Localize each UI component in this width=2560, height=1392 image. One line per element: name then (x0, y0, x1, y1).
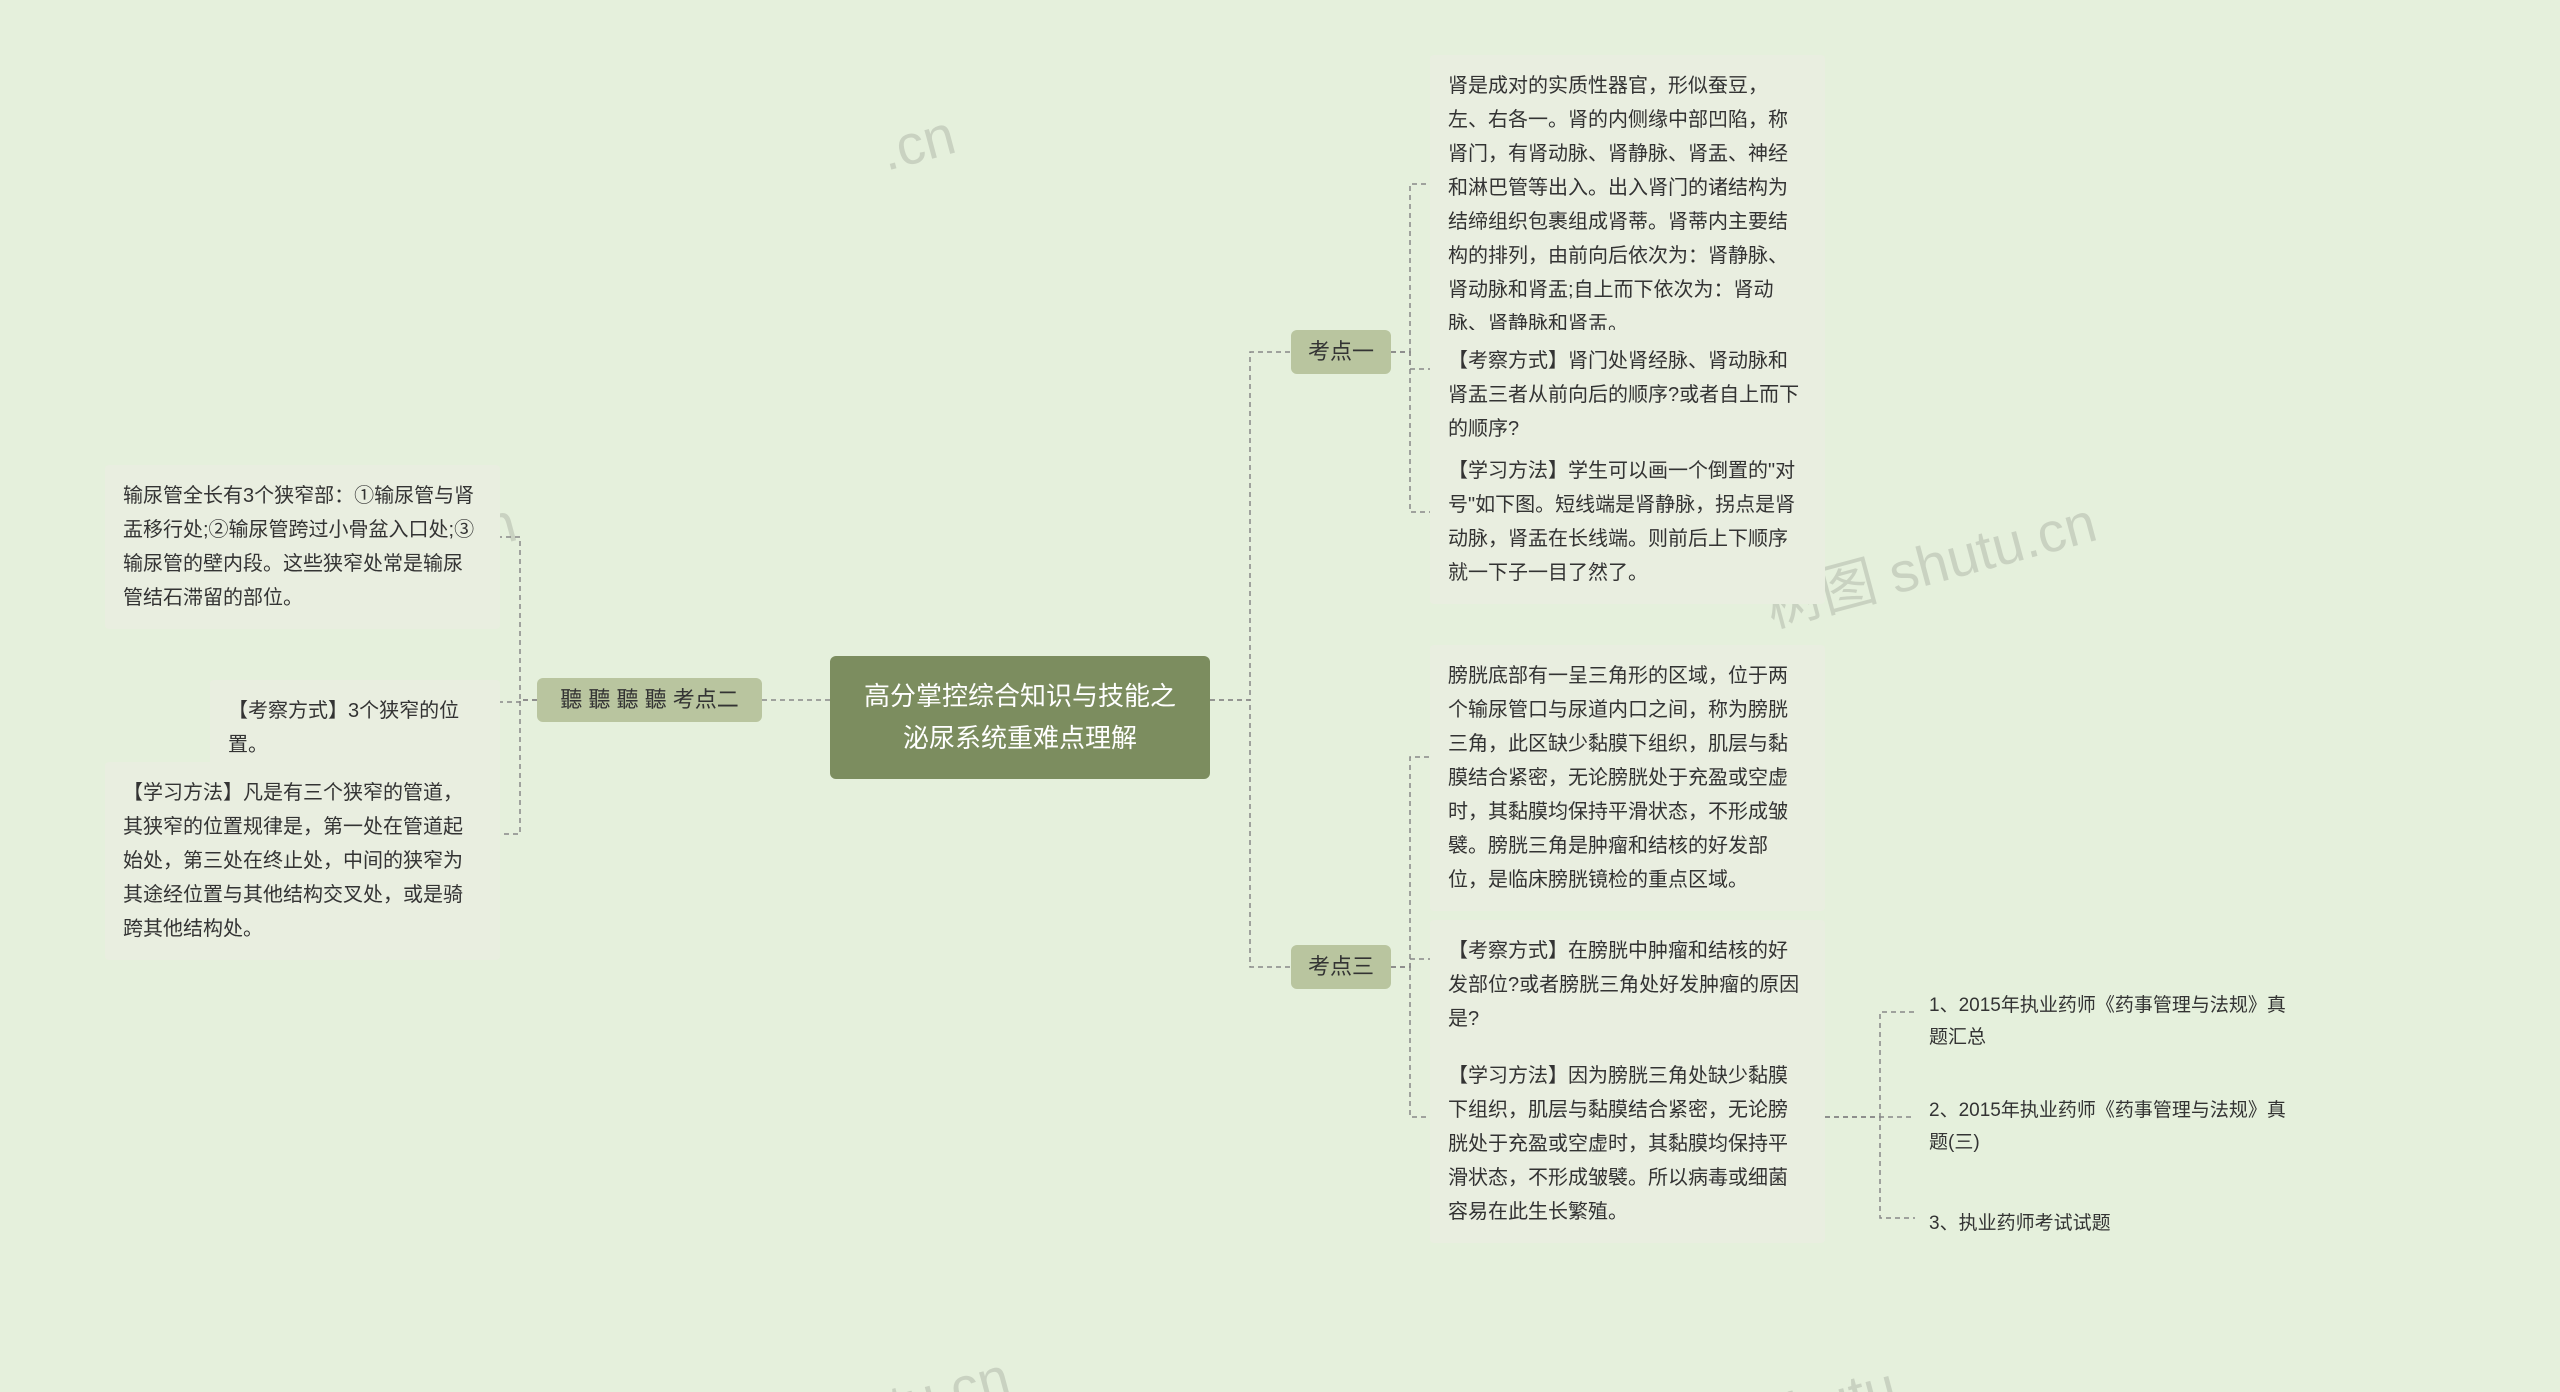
leaf-p1l1[interactable]: 肾是成对的实质性器官，形似蚕豆，左、右各一。肾的内侧缘中部凹陷，称肾门，有肾动脉… (1430, 55, 1825, 355)
mindmap-root[interactable]: 高分掌控综合知识与技能之泌尿系统重难点理解 (830, 656, 1210, 779)
leaf-p3l2[interactable]: 【考察方式】在膀胱中肿瘤和结核的好发部位?或者膀胱三角处好发肿瘤的原因是? (1430, 920, 1825, 1050)
subleaf-s2[interactable]: 2、2015年执业药师《药事管理与法规》真题(三) (1915, 1085, 2310, 1170)
subleaf-s3[interactable]: 3、执业药师考试试题 (1915, 1198, 2310, 1250)
leaf-p3l3[interactable]: 【学习方法】因为膀胱三角处缺少黏膜下组织，肌层与黏膜结合紧密，无论膀胱处于充盈或… (1430, 1045, 1825, 1243)
branch-point2[interactable]: 聽 聽 聽 聽 考点二 (537, 678, 762, 722)
watermark: shutu (1754, 1353, 1903, 1392)
branch-point3[interactable]: 考点三 (1291, 945, 1391, 989)
leaf-p3l1[interactable]: 膀胱底部有一呈三角形的区域，位于两个输尿管口与尿道内口之间，称为膀胱三角，此区缺… (1430, 645, 1825, 911)
subleaf-s1[interactable]: 1、2015年执业药师《药事管理与法规》真题汇总 (1915, 980, 2310, 1065)
leaf-p2l1[interactable]: 输尿管全长有3个狭窄部：①输尿管与肾盂移行处;②输尿管跨过小骨盆入口处;③输尿管… (105, 465, 500, 629)
leaf-p1l3[interactable]: 【学习方法】学生可以画一个倒置的"对号"如下图。短线端是肾静脉，拐点是肾动脉，肾… (1430, 440, 1825, 604)
leaf-p2l3[interactable]: 【学习方法】凡是有三个狭窄的管道，其狭窄的位置规律是，第一处在管道起始处，第三处… (105, 762, 500, 960)
watermark: shutu.cn (795, 1344, 1016, 1392)
watermark: .cn (873, 101, 962, 183)
branch-point1[interactable]: 考点一 (1291, 330, 1391, 374)
